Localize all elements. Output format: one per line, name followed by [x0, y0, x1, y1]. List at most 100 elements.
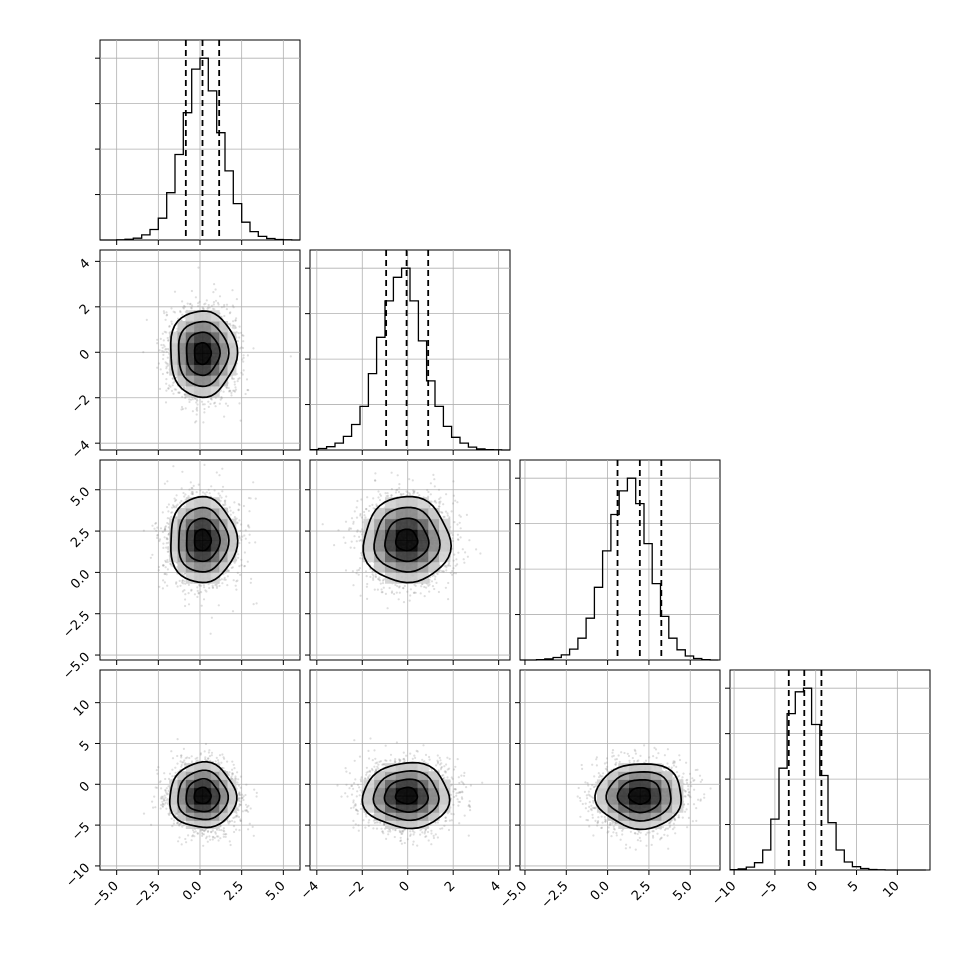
scatter-point: [163, 312, 166, 315]
scatter-point: [145, 318, 148, 321]
scatter-point: [165, 347, 168, 351]
scatter-point: [167, 387, 170, 390]
density-cell: [202, 310, 212, 322]
scatter-point: [151, 524, 154, 527]
scatter-point: [164, 361, 167, 364]
scatter-point: [166, 313, 169, 316]
scatter-point: [174, 500, 177, 503]
density-cell: [219, 321, 229, 333]
scatter-point: [235, 317, 238, 320]
scatter-point: [233, 383, 236, 386]
scatter-point: [167, 533, 170, 536]
scatter-point: [164, 401, 168, 404]
scatter-point: [207, 303, 210, 307]
scatter-point: [207, 306, 210, 309]
scatter-point: [181, 313, 184, 316]
scatter-point: [234, 326, 237, 329]
scatter-point: [204, 302, 207, 305]
scatter-point: [221, 485, 225, 488]
scatter-point: [240, 564, 243, 567]
scatter-point: [190, 307, 193, 310]
scatter-point: [190, 490, 193, 493]
scatter-point: [236, 579, 239, 582]
scatter-point: [250, 577, 253, 581]
scatter-point: [165, 538, 168, 541]
scatter-point: [172, 381, 175, 384]
scatter-point: [170, 564, 173, 567]
scatter-point: [255, 602, 258, 605]
scatter-point: [174, 516, 177, 520]
scatter-point: [214, 299, 218, 302]
scatter-point: [175, 582, 178, 585]
scatter-point: [165, 350, 168, 353]
scatter-point: [188, 488, 191, 491]
density-cell: [185, 385, 195, 398]
scatter-point: [236, 571, 239, 575]
scatter-point: [244, 392, 247, 396]
scatter-point: [165, 573, 168, 576]
scatter-point: [225, 386, 228, 389]
scatter-point: [183, 386, 186, 390]
scatter-point: [162, 343, 165, 347]
scatter-point: [173, 388, 176, 391]
scatter-point: [246, 354, 249, 357]
scatter-point: [214, 405, 217, 408]
scatter-point: [180, 408, 183, 411]
scatter-point: [167, 387, 170, 390]
density-cell: [194, 385, 204, 398]
scatter-point: [236, 521, 239, 524]
scatter-point: [197, 483, 200, 486]
scatter-point: [209, 632, 212, 635]
density-cell: [210, 353, 220, 365]
scatter-point: [236, 340, 239, 343]
scatter-point: [166, 558, 169, 562]
scatter-point: [166, 521, 169, 525]
scatter-point: [162, 546, 165, 550]
scatter-point: [219, 389, 222, 392]
scatter-point: [218, 584, 221, 588]
scatter-point: [172, 310, 175, 313]
scatter-point: [162, 339, 165, 342]
scatter-point: [156, 342, 159, 345]
scatter-point: [228, 312, 231, 315]
scatter-point: [195, 408, 198, 411]
scatter-point: [187, 495, 190, 498]
scatter-point: [215, 471, 218, 474]
scatter-point: [232, 320, 235, 323]
scatter-point: [175, 515, 178, 519]
scatter-point: [180, 487, 183, 490]
scatter-point: [161, 530, 164, 534]
scatter-point: [188, 398, 191, 401]
density-cell: [210, 364, 220, 376]
scatter-point: [173, 497, 176, 500]
scatter-point: [205, 590, 208, 593]
density-cell: [177, 321, 187, 333]
scatter-point: [181, 470, 184, 473]
scatter-point: [175, 506, 178, 509]
scatter-point: [200, 584, 203, 587]
scatter-point: [159, 368, 162, 371]
scatter-point: [209, 397, 212, 400]
scatter-point: [199, 489, 202, 492]
scatter-point: [217, 492, 220, 495]
histogram-step-4: [730, 687, 926, 871]
scatter-point: [238, 377, 241, 380]
scatter-point: [210, 398, 213, 401]
scatter-point: [237, 502, 240, 506]
scatter-point: [166, 336, 169, 340]
scatter-point: [163, 536, 166, 539]
scatter-point: [238, 503, 241, 507]
scatter-point: [241, 346, 245, 350]
scatter-point: [218, 474, 221, 477]
scatter-point: [167, 339, 170, 342]
scatter-point: [195, 401, 198, 404]
scatter-point: [158, 387, 162, 390]
scatter-point: [166, 584, 169, 587]
scatter-point: [240, 538, 243, 542]
scatter-point: [190, 588, 193, 591]
scatter-point: [165, 362, 168, 365]
scatter-point: [237, 377, 240, 381]
density-cell: [177, 364, 187, 376]
scatter-point: [232, 324, 235, 327]
scatter-point: [211, 307, 215, 310]
